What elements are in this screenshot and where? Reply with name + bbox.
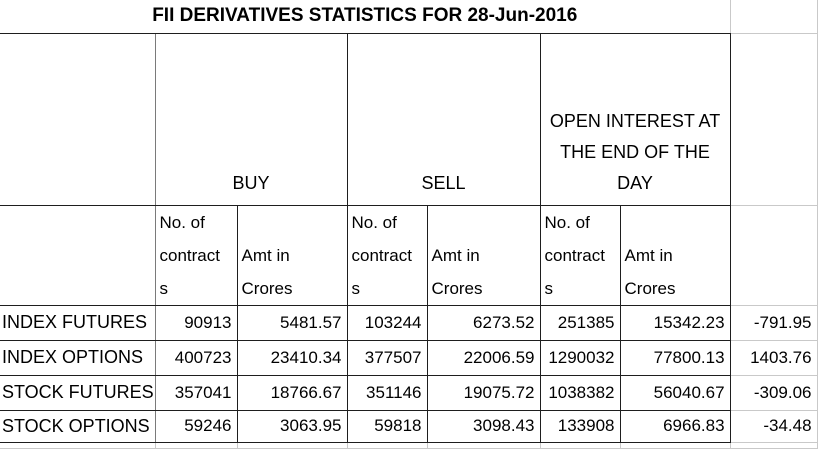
row-label: STOCK OPTIONS xyxy=(0,410,156,443)
oi-contracts-cell: 251385 xyxy=(540,305,621,341)
buy-contracts-cell: 400723 xyxy=(155,340,238,376)
buy-amount-cell: 18766.67 xyxy=(237,375,348,411)
gridline-filler-row xyxy=(0,442,818,449)
group-row-side-cell xyxy=(730,33,818,206)
row-label: INDEX FUTURES xyxy=(0,305,156,341)
sell-contracts-cell: 377507 xyxy=(347,340,428,376)
row-label: STOCK FUTURES xyxy=(0,375,156,411)
buy-contracts-cell: 90913 xyxy=(155,305,238,341)
group-header-row: BUY SELL OPEN INTEREST AT THE END OF THE… xyxy=(0,33,818,206)
sell-amount-header: Amt in Crores xyxy=(427,205,541,306)
sell-amount-cell: 3098.43 xyxy=(427,410,541,443)
filler-cell xyxy=(620,442,731,449)
table-row-stock-options: STOCK OPTIONS 59246 3063.95 59818 3098.4… xyxy=(0,410,818,443)
sub-header-row: No. of contracts Amt in Crores No. of co… xyxy=(0,205,818,306)
table-row-index-options: INDEX OPTIONS 400723 23410.34 377507 220… xyxy=(0,340,818,376)
row-label: INDEX OPTIONS xyxy=(0,340,156,376)
oi-amount-header: Amt in Crores xyxy=(620,205,731,306)
sell-contracts-cell: 59818 xyxy=(347,410,428,443)
corner-blank-cell xyxy=(0,33,156,206)
sell-contracts-header: No. of contracts xyxy=(347,205,428,306)
buy-amount-cell: 23410.34 xyxy=(237,340,348,376)
oi-contracts-cell: 1038382 xyxy=(540,375,621,411)
sell-contracts-cell: 103244 xyxy=(347,305,428,341)
group-header-open-interest: OPEN INTEREST AT THE END OF THE DAY xyxy=(540,33,731,206)
title-row-side-cell xyxy=(729,0,818,34)
filler-cell xyxy=(347,442,428,449)
group-header-buy: BUY xyxy=(155,33,348,206)
sell-contracts-cell: 351146 xyxy=(347,375,428,411)
oi-contracts-header: No. of contracts xyxy=(540,205,621,306)
net-value-cell: -791.95 xyxy=(730,305,818,341)
table-row-index-futures: INDEX FUTURES 90913 5481.57 103244 6273.… xyxy=(0,305,818,341)
buy-amount-header: Amt in Crores xyxy=(237,205,348,306)
filler-cell xyxy=(427,442,541,449)
buy-amount-cell: 5481.57 xyxy=(237,305,348,341)
net-value-cell: 1403.76 xyxy=(730,340,818,376)
title-row: FII DERIVATIVES STATISTICS FOR 28-Jun-20… xyxy=(0,0,818,34)
sub-header-blank-cell xyxy=(0,205,156,306)
oi-contracts-cell: 133908 xyxy=(540,410,621,443)
filler-cell xyxy=(0,442,156,449)
oi-amount-cell: 15342.23 xyxy=(620,305,731,341)
filler-cell xyxy=(237,442,348,449)
filler-cell xyxy=(155,442,238,449)
filler-cell xyxy=(730,442,818,449)
buy-contracts-header: No. of contracts xyxy=(155,205,238,306)
net-value-cell: -309.06 xyxy=(730,375,818,411)
oi-contracts-cell: 1290032 xyxy=(540,340,621,376)
sub-header-side-cell xyxy=(730,205,818,306)
sell-amount-cell: 6273.52 xyxy=(427,305,541,341)
sell-amount-cell: 22006.59 xyxy=(427,340,541,376)
oi-amount-cell: 77800.13 xyxy=(620,340,731,376)
filler-cell xyxy=(540,442,621,449)
table-row-stock-futures: STOCK FUTURES 357041 18766.67 351146 190… xyxy=(0,375,818,411)
net-value-cell: -34.48 xyxy=(730,410,818,443)
buy-amount-cell: 3063.95 xyxy=(237,410,348,443)
report-title: FII DERIVATIVES STATISTICS FOR 28-Jun-20… xyxy=(0,0,731,34)
group-header-sell: SELL xyxy=(347,33,541,206)
sell-amount-cell: 19075.72 xyxy=(427,375,541,411)
buy-contracts-cell: 59246 xyxy=(155,410,238,443)
oi-amount-cell: 56040.67 xyxy=(620,375,731,411)
buy-contracts-cell: 357041 xyxy=(155,375,238,411)
oi-amount-cell: 6966.83 xyxy=(620,410,731,443)
